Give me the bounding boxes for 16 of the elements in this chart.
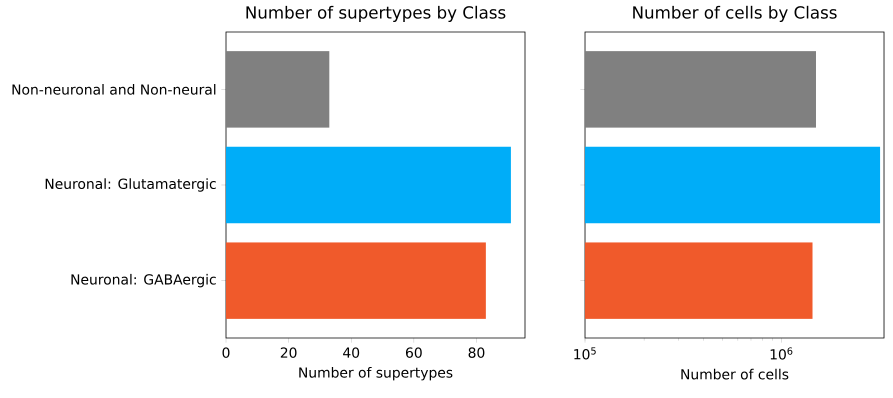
y-tick-label: Neuronal: Glutamatergic (46, 178, 216, 192)
x-tick-label: 40 (343, 347, 360, 358)
x-tick-label: 60 (406, 347, 422, 358)
x-axis-title: Number of cells (681, 368, 788, 380)
x-tick-label: 0 (222, 347, 230, 358)
x-tick-label: 80 (468, 347, 484, 358)
y-tick-label: Neuronal: GABAergic (71, 274, 216, 288)
x-tick-label: 10$^{5}$ (574, 347, 596, 360)
x-axis-title: Number of supertypes (299, 367, 452, 380)
x-tick-label: 20 (280, 347, 297, 358)
chart-title: Number of cells by Class (633, 6, 837, 22)
bar (226, 242, 486, 319)
x-tick-label: 10$^{6}$ (770, 347, 792, 360)
bar (226, 146, 511, 224)
y-tick-label: Non-neuronal and Non-neural (12, 84, 216, 95)
chart-title: Number of supertypes by Class (246, 6, 506, 22)
